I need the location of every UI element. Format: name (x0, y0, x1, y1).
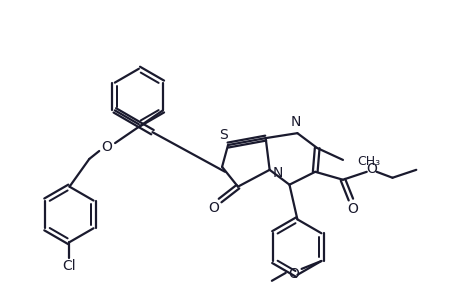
Text: N: N (290, 115, 301, 129)
Text: S: S (219, 128, 227, 142)
Text: O: O (209, 201, 219, 215)
Text: O: O (366, 162, 377, 176)
Text: O: O (347, 202, 359, 217)
Text: O: O (288, 267, 299, 281)
Text: N: N (273, 166, 283, 180)
Text: Cl: Cl (63, 259, 76, 273)
Text: O: O (102, 140, 113, 154)
Text: CH₃: CH₃ (357, 156, 380, 169)
